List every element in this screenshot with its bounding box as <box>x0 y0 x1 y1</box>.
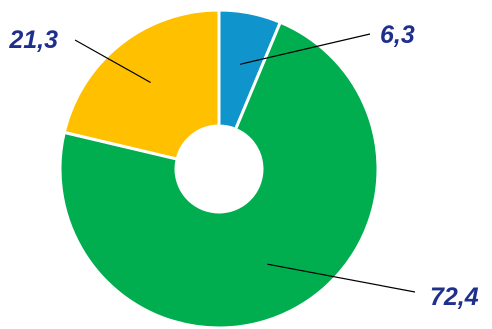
data-labels-layer: 6,3 72,4 21,3 <box>8 21 478 311</box>
leader-line-0 <box>239 33 371 65</box>
data-label-0: 6,3 <box>380 21 415 49</box>
slices-layer <box>58 8 380 329</box>
leader-line-1 <box>267 263 416 293</box>
leader-lines-layer <box>74 33 416 293</box>
donut-slice-1 <box>58 20 380 329</box>
leader-line-2 <box>74 39 151 84</box>
donut-slice-2 <box>62 8 221 161</box>
data-label-1: 72,4 <box>430 283 479 311</box>
data-label-2: 21,3 <box>8 26 58 54</box>
